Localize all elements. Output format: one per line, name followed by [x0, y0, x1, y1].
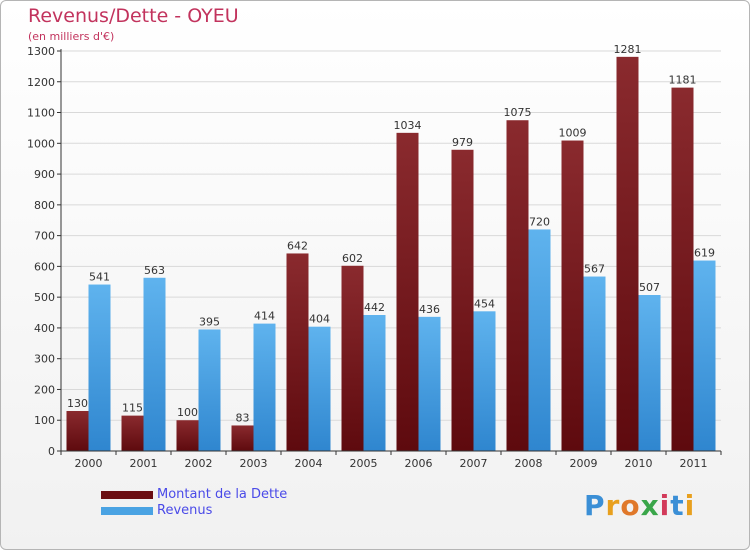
data-label: 115	[122, 402, 143, 415]
y-tick-label: 0	[48, 445, 55, 458]
bar-debt	[396, 132, 419, 451]
data-label: 567	[584, 263, 605, 276]
bar-revenue	[693, 260, 716, 451]
data-label: 83	[236, 411, 250, 424]
y-tick-label: 700	[34, 230, 55, 243]
y-tick-label: 800	[34, 199, 55, 212]
bar-revenue	[528, 229, 551, 451]
data-label: 100	[177, 406, 198, 419]
y-tick-label: 500	[34, 291, 55, 304]
data-label: 720	[529, 215, 550, 228]
data-label: 1009	[559, 127, 587, 140]
data-label: 1281	[614, 43, 642, 56]
data-label: 404	[309, 313, 330, 326]
y-tick-label: 300	[34, 353, 55, 366]
bar-revenue	[473, 311, 496, 451]
bar-debt	[66, 411, 89, 451]
data-label: 414	[254, 310, 275, 323]
data-label: 395	[199, 315, 220, 328]
proxiti-logo: Proxiti	[584, 489, 696, 522]
x-tick-label: 2004	[295, 457, 323, 470]
legend-swatch-revenue	[101, 507, 153, 515]
bar-debt	[231, 425, 254, 451]
bar-revenue	[253, 323, 276, 451]
data-label: 541	[89, 271, 110, 284]
x-tick-label: 2001	[130, 457, 158, 470]
legend-swatch-debt	[101, 491, 153, 499]
bar-revenue	[583, 276, 606, 451]
data-label: 1034	[394, 119, 422, 132]
data-labels: 130 541 115 563 100 395 83 414 642 404 602 442 1034 4…	[67, 43, 715, 425]
y-tick-label: 1100	[27, 107, 55, 120]
bar-debt	[616, 56, 639, 451]
x-tick-label: 2007	[460, 457, 488, 470]
x-tick-label: 2003	[240, 457, 268, 470]
data-label: 454	[474, 297, 495, 310]
x-tick-label: 2005	[350, 457, 378, 470]
y-tick-label: 900	[34, 168, 55, 181]
bar-debt	[121, 415, 144, 451]
bar-revenue	[638, 295, 661, 451]
bar-revenue	[88, 284, 111, 451]
grid-lines	[61, 50, 721, 421]
data-label: 979	[452, 136, 473, 149]
x-tick-label: 2010	[625, 457, 653, 470]
bar-revenue	[363, 315, 386, 451]
axes: 0 100 200 300 400 500 600 700 800 900 1000 1100 1200…	[27, 45, 722, 470]
y-tick-label: 1200	[27, 76, 55, 89]
x-tick-label: 2006	[405, 457, 433, 470]
y-tick-label: 1300	[27, 45, 55, 58]
bar-debt	[176, 420, 199, 451]
bar-revenue	[143, 277, 166, 451]
y-tick-label: 200	[34, 383, 55, 396]
y-tick-label: 600	[34, 260, 55, 273]
legend-label-revenue: Revenus	[157, 503, 213, 518]
x-tick-label: 2008	[515, 457, 543, 470]
bar-revenue	[308, 326, 331, 451]
bar-debt	[561, 140, 584, 452]
x-tick-label: 2011	[680, 457, 708, 470]
data-label: 602	[342, 252, 363, 265]
data-label: 563	[144, 264, 165, 277]
legend-label-debt: Montant de la Dette	[157, 487, 288, 502]
chart-title: Revenus/Dette - OYEU	[28, 5, 239, 27]
x-tick-label: 2000	[75, 457, 103, 470]
bar-revenue	[418, 316, 441, 451]
data-label: 442	[364, 301, 385, 314]
data-label: 1075	[504, 106, 532, 119]
data-label: 619	[694, 247, 715, 260]
bar-debt	[341, 265, 364, 451]
bars	[66, 56, 716, 452]
y-tick-label: 1000	[27, 137, 55, 150]
chart-subtitle: (en milliers d'€)	[28, 30, 115, 43]
bar-debt	[671, 87, 694, 451]
bar-debt	[451, 149, 474, 451]
x-tick-label: 2009	[570, 457, 598, 470]
bar-debt	[286, 253, 309, 451]
data-label: 436	[419, 303, 440, 316]
x-tick-label: 2002	[185, 457, 213, 470]
data-label: 1181	[669, 74, 697, 87]
bar-debt	[506, 120, 529, 451]
y-tick-label: 100	[34, 414, 55, 427]
data-label: 130	[67, 397, 88, 410]
bar-revenue	[198, 329, 221, 451]
data-label: 642	[287, 239, 308, 252]
data-label: 507	[639, 281, 660, 294]
y-tick-label: 400	[34, 322, 55, 335]
